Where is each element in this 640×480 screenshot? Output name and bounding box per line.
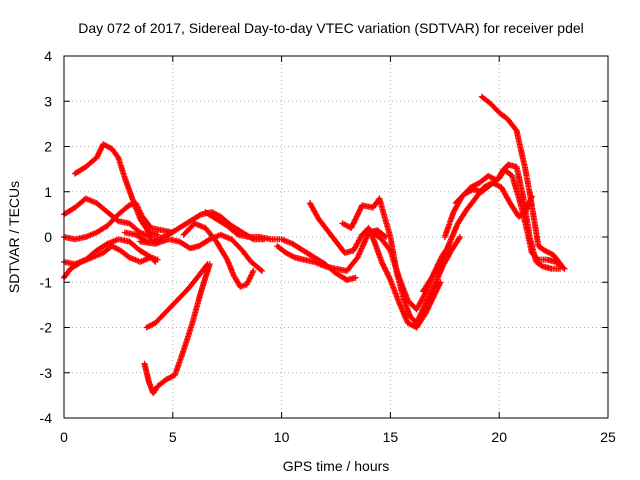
x-tick-label: 25 [600,429,616,445]
point-markers [306,200,444,331]
y-tick-label: 1 [44,184,52,200]
plot-frame [63,55,609,419]
y-tick-label: 4 [44,48,52,64]
chart-title: Day 072 of 2017, Sidereal Day-to-day VTE… [78,20,584,36]
point-markers [202,209,283,243]
data-points [61,93,568,397]
y-tick-label: -2 [40,320,53,336]
x-tick-label: 15 [383,429,399,445]
series-track-2 [71,141,161,238]
y-axis-label: SDTVAR / TECUs [6,181,22,293]
y-tick-labels: -4 -3 -2 -1 0 1 2 3 4 [40,48,53,426]
point-markers [452,161,564,272]
series-track-8 [143,261,211,331]
y-tick-label: -1 [40,274,53,290]
series-track-19 [452,161,564,272]
y-tick-label: 0 [44,229,52,245]
point-markers [143,261,211,331]
series-track-10 [180,220,257,290]
x-tick-label: 0 [60,429,68,445]
x-tick-label: 5 [169,429,177,445]
y-tick-label: 3 [44,93,52,109]
y-tick-label: -4 [40,410,53,426]
point-markers [278,236,359,283]
y-tick-label: 2 [44,139,52,155]
point-markers [180,220,257,290]
point-markers [141,261,213,397]
x-tick-label: 10 [274,429,290,445]
x-tick-labels: 0 5 10 15 20 25 [60,429,616,445]
x-axis-label: GPS time / hours [283,458,390,474]
series-track-11 [202,209,283,243]
point-markers [71,141,161,238]
series-track-9 [141,261,213,397]
y-tick-label: -3 [40,365,53,381]
series-track-13 [278,236,359,283]
x-tick-label: 20 [491,429,507,445]
series-track-20 [478,93,566,270]
series-track-14 [306,200,444,331]
point-markers [478,93,566,270]
